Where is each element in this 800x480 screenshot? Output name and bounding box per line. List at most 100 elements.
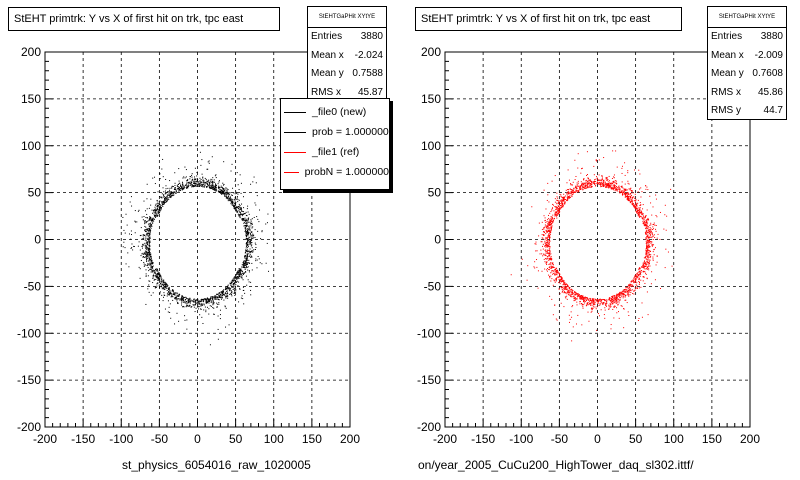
scatter-point: [245, 259, 247, 261]
scatter-point: [255, 260, 257, 262]
scatter-point: [238, 273, 240, 275]
scatter-point: [633, 200, 635, 202]
scatter-point: [613, 174, 615, 176]
scatter-point: [168, 306, 170, 308]
scatter-point: [649, 227, 651, 229]
scatter-point: [157, 277, 159, 279]
scatter-point: [647, 189, 649, 191]
scatter-point: [560, 276, 562, 278]
scatter-point: [179, 189, 181, 191]
y-tick-label: -200: [417, 420, 441, 434]
scatter-point: [576, 184, 578, 186]
scatter-point: [624, 189, 626, 191]
scatter-point: [542, 234, 544, 236]
scatter-point: [586, 302, 588, 304]
scatter-point: [622, 297, 624, 299]
scatter-point: [146, 243, 148, 245]
scatter-point: [219, 188, 221, 190]
scatter-point: [624, 188, 626, 190]
scatter-point: [212, 181, 214, 183]
scatter-point: [163, 195, 165, 197]
scatter-point: [244, 292, 246, 294]
scatter-point: [248, 229, 250, 231]
scatter-point: [555, 209, 557, 211]
scatter-point: [161, 284, 163, 286]
scatter-point: [168, 290, 170, 292]
scatter-point: [227, 200, 229, 202]
scatter-point: [639, 208, 641, 210]
scatter-point: [188, 185, 190, 187]
scatter-point: [547, 230, 549, 232]
scatter-point: [637, 275, 639, 277]
scatter-point: [246, 262, 248, 264]
scatter-point: [160, 209, 162, 211]
scatter-point: [186, 300, 188, 302]
scatter-point: [170, 291, 172, 293]
scatter-point: [570, 192, 572, 194]
scatter-point: [648, 219, 650, 221]
scatter-point: [601, 300, 603, 302]
scatter-point: [193, 181, 195, 183]
scatter-point: [222, 294, 224, 296]
scatter-point: [612, 298, 614, 300]
scatter-point: [246, 208, 248, 210]
scatter-point: [584, 302, 586, 304]
scatter-point: [546, 241, 548, 243]
scatter-point: [586, 304, 588, 306]
scatter-point: [575, 175, 577, 177]
scatter-point: [184, 186, 186, 188]
scatter-point: [639, 275, 641, 277]
x-tick-label: 150: [302, 432, 322, 446]
scatter-point: [209, 182, 211, 184]
scatter-point: [627, 198, 629, 200]
scatter-point: [573, 191, 575, 193]
scatter-point: [577, 167, 579, 169]
scatter-point: [626, 289, 628, 291]
scatter-point: [213, 187, 215, 189]
scatter-point: [247, 238, 249, 240]
scatter-point: [203, 303, 205, 305]
scatter-point: [230, 281, 232, 283]
scatter-point: [633, 293, 635, 295]
scatter-point: [203, 299, 205, 301]
scatter-point: [545, 242, 547, 244]
scatter-point: [554, 215, 556, 217]
scatter-point: [240, 182, 242, 184]
scatter-point: [238, 208, 240, 210]
scatter-point: [228, 192, 230, 194]
scatter-point: [154, 209, 156, 211]
scatter-point: [133, 246, 135, 248]
scatter-point: [652, 251, 654, 253]
scatter-point: [229, 290, 231, 292]
scatter-point: [609, 184, 611, 186]
scatter-point: [251, 269, 253, 271]
scatter-point: [217, 306, 219, 308]
scatter-point: [149, 254, 151, 256]
y-tick-label: 100: [21, 139, 41, 153]
scatter-point: [549, 221, 551, 223]
scatter-point: [217, 190, 219, 192]
scatter-point: [656, 261, 658, 263]
scatter-point: [577, 189, 579, 191]
scatter-point: [584, 296, 586, 298]
scatter-point: [187, 184, 189, 186]
scatter-point: [551, 218, 553, 220]
scatter-point: [173, 188, 175, 190]
scatter-point: [619, 299, 621, 301]
scatter-point: [648, 265, 650, 267]
scatter-point: [590, 308, 592, 310]
scatter-point: [201, 159, 203, 161]
scatter-point: [162, 158, 164, 160]
scatter-point: [195, 303, 197, 305]
scatter-point: [251, 256, 253, 258]
scatter-point: [590, 182, 592, 184]
scatter-point: [553, 217, 555, 219]
scatter-point: [231, 194, 233, 196]
scatter-point: [647, 245, 649, 247]
scatter-point: [567, 169, 569, 171]
scatter-point: [589, 302, 591, 304]
scatter-point: [159, 207, 161, 209]
scatter-point: [154, 278, 156, 280]
scatter-point: [587, 304, 589, 306]
scatter-point: [628, 294, 630, 296]
